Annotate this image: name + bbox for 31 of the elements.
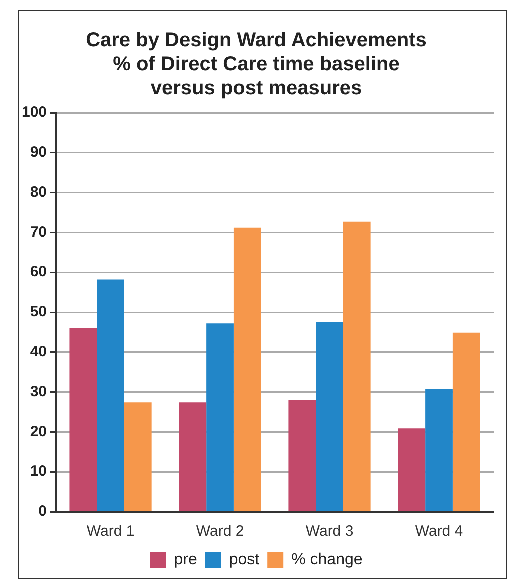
y-tick-label: 90	[30, 144, 48, 162]
bar	[398, 428, 426, 512]
bar	[426, 389, 453, 512]
y-tick-label: 30	[30, 383, 48, 400]
legend-label: % change	[292, 551, 363, 568]
y-tick-label: 0	[38, 503, 48, 520]
bar	[70, 328, 98, 512]
bar	[288, 400, 316, 512]
x-tick-label: Ward 4	[415, 523, 464, 540]
bar	[179, 402, 207, 512]
chart-title: Care by Design Ward Achievements % of Direct Care time baseline versus post measures	[86, 30, 427, 100]
x-tick-label: Ward 1	[86, 523, 135, 540]
bar	[316, 322, 344, 512]
y-tick-label: 10	[30, 463, 48, 480]
y-tick-label: 100	[22, 104, 48, 122]
bar	[97, 280, 124, 512]
legend-label: post	[229, 551, 260, 568]
y-tick-label: 20	[30, 423, 48, 440]
x-tick-label: Ward 3	[306, 523, 354, 540]
y-tick-label: 80	[30, 184, 48, 201]
bar	[124, 402, 152, 512]
y-tick-label: 40	[30, 344, 48, 361]
y-tick-label: 70	[30, 224, 48, 241]
y-tick-label: 60	[30, 264, 48, 281]
bar	[452, 332, 480, 512]
y-tick-label: 50	[30, 304, 48, 321]
x-tick-label: Ward 2	[196, 523, 244, 540]
legend-label: pre	[174, 551, 198, 568]
bar	[206, 324, 234, 512]
bar	[234, 228, 262, 512]
bar	[343, 222, 371, 512]
